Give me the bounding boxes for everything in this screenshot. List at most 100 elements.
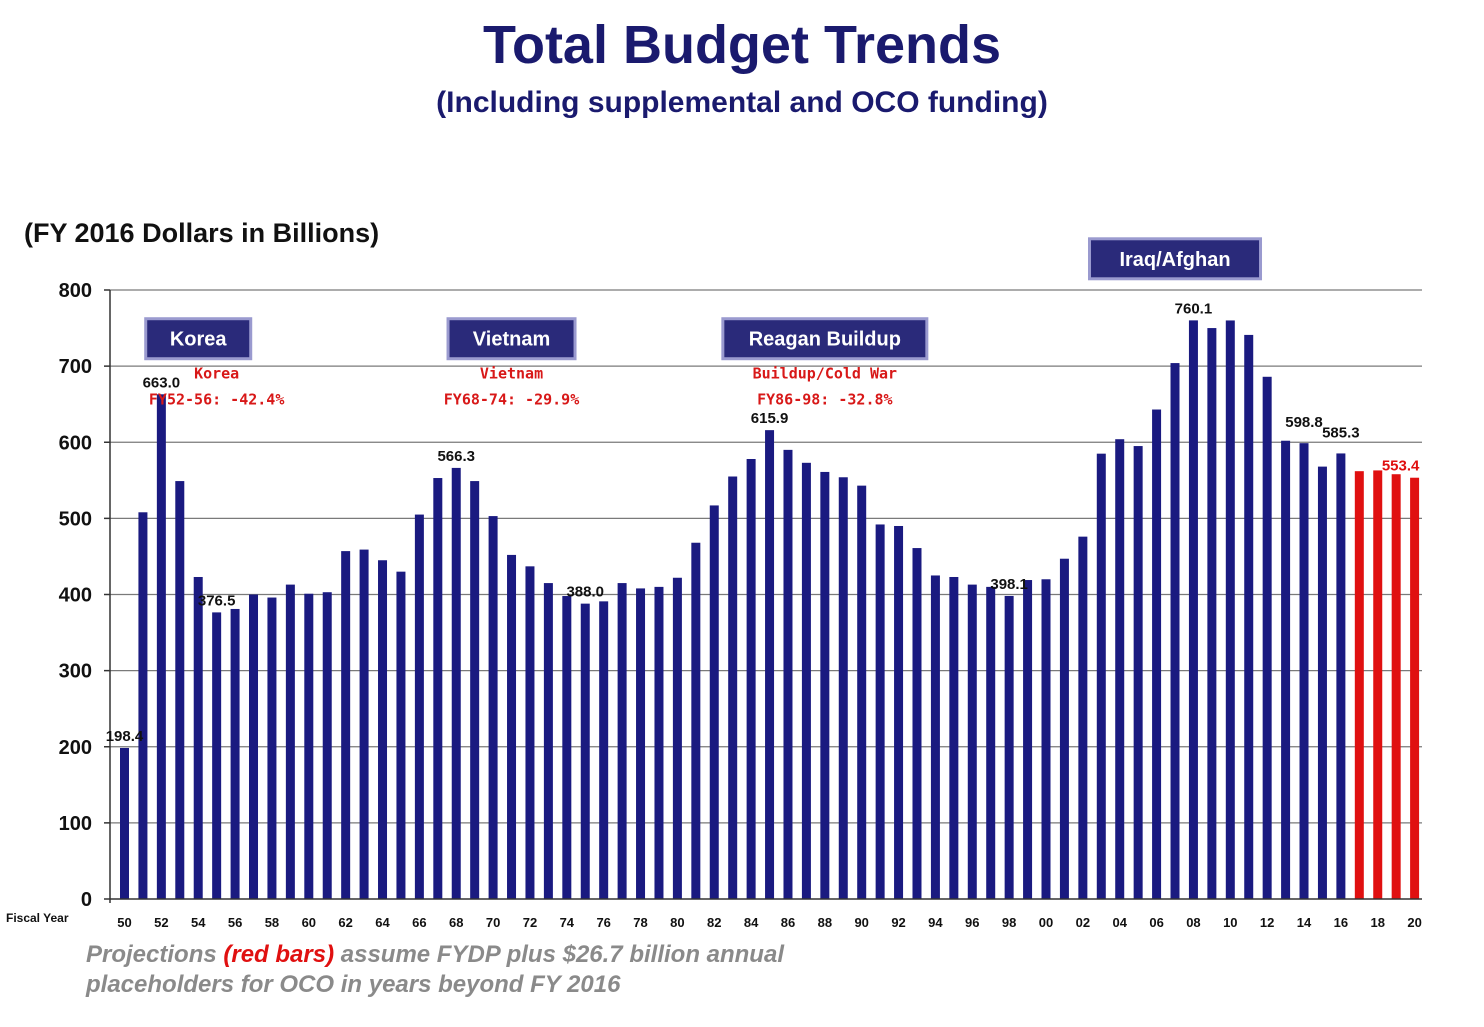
- bar-66: [414, 514, 424, 899]
- x-tick-label: 72: [523, 915, 537, 930]
- footnote-line2: placeholders for OCO in years beyond FY …: [86, 971, 621, 998]
- projection-footnote: Projections (red bars) assume FYDP plus …: [86, 940, 784, 1000]
- x-tick-label: 50: [117, 915, 131, 930]
- value-label: 663.0: [143, 374, 181, 391]
- bar-79: [654, 586, 664, 899]
- bar-03: [1096, 453, 1106, 899]
- y-tick-label: 400: [59, 585, 92, 607]
- bar-62: [341, 551, 351, 899]
- x-tick-label: 18: [1371, 915, 1385, 930]
- value-label: 760.1: [1175, 300, 1213, 317]
- event-label: Reagan Buildup: [749, 329, 901, 351]
- x-tick-label: 16: [1334, 915, 1348, 930]
- x-tick-label: 76: [596, 915, 610, 930]
- event-label: Korea: [170, 329, 228, 351]
- y-tick-label: 500: [59, 508, 92, 530]
- x-tick-label: 12: [1260, 915, 1274, 930]
- x-tick-label: 64: [375, 915, 390, 930]
- bar-09: [1207, 328, 1217, 899]
- bars: [120, 320, 1420, 900]
- bar-07: [1170, 363, 1180, 900]
- bar-19: [1391, 474, 1401, 899]
- x-tick-label: 80: [670, 915, 684, 930]
- bar-50: [120, 747, 129, 899]
- bar-98: [1004, 595, 1014, 899]
- bar-91: [875, 524, 885, 899]
- event-box: [721, 317, 929, 361]
- bar-65: [396, 571, 406, 899]
- bar-57: [249, 594, 259, 899]
- y-axis-units-label: (FY 2016 Dollars in Billions): [24, 218, 380, 248]
- y-tick-label: 300: [59, 661, 92, 683]
- annotation-line: Vietnam: [480, 364, 543, 382]
- value-label: 553.4: [1382, 458, 1420, 475]
- bar-68: [451, 467, 461, 899]
- x-tick-label: 00: [1039, 915, 1053, 930]
- bar-56: [230, 608, 240, 899]
- x-tick-label: 86: [781, 915, 795, 930]
- y-tick-label: 700: [59, 356, 92, 378]
- value-label: 585.3: [1322, 424, 1360, 441]
- bar-86: [783, 449, 793, 899]
- bar-75: [580, 603, 590, 899]
- bar-87: [801, 462, 811, 899]
- bar-20: [1410, 477, 1420, 899]
- bar-69: [470, 481, 480, 899]
- bar-05: [1133, 446, 1143, 899]
- value-label: 376.5: [198, 592, 236, 609]
- bar-80: [672, 577, 682, 899]
- value-label: 388.0: [566, 584, 604, 601]
- x-tick-label: 52: [154, 915, 168, 930]
- bar-51: [138, 512, 148, 899]
- bar-71: [507, 554, 517, 899]
- bar-60: [304, 593, 314, 899]
- footnote-line1-post: assume FYDP plus $26.7 billion annual: [334, 941, 784, 968]
- bar-74: [562, 596, 572, 899]
- bar-10: [1225, 320, 1235, 899]
- bar-88: [820, 471, 830, 899]
- value-label: 198.4: [106, 728, 144, 745]
- bar-72: [525, 566, 535, 899]
- x-tick-label: 02: [1076, 915, 1090, 930]
- bar-08: [1188, 320, 1198, 899]
- x-tick-label: 88: [818, 915, 832, 930]
- red-annotations: Korea FY52-56: -42.4% Vietnam FY68-74: -29.…: [149, 364, 897, 408]
- x-tick-label: 70: [486, 915, 500, 930]
- bar-97: [986, 586, 996, 899]
- x-tick-label: 54: [191, 915, 206, 930]
- bar-82: [709, 505, 719, 899]
- bar-13: [1281, 440, 1291, 899]
- bar-96: [967, 584, 977, 899]
- y-tick-label: 800: [59, 280, 92, 302]
- value-label: 615.9: [751, 410, 789, 427]
- bar-99: [1023, 580, 1033, 899]
- bar-67: [433, 478, 443, 899]
- bar-81: [691, 542, 701, 899]
- y-tick-label: 100: [59, 813, 92, 835]
- bar-73: [543, 583, 553, 899]
- x-tick-label: 74: [560, 915, 575, 930]
- annotation-line: FY52-56: -42.4%: [149, 390, 284, 408]
- bar-16: [1336, 453, 1346, 899]
- x-tick-label: 66: [412, 915, 426, 930]
- bar-06: [1152, 409, 1162, 899]
- bar-04: [1115, 439, 1125, 899]
- x-tick-label: 60: [302, 915, 316, 930]
- event-box: [144, 317, 253, 361]
- bar-14: [1299, 443, 1309, 899]
- x-tick-label: 82: [707, 915, 721, 930]
- x-tick-label: 84: [744, 915, 759, 930]
- bar-17: [1354, 471, 1364, 899]
- x-tick-label: 78: [633, 915, 647, 930]
- x-axis-title: Fiscal Year: [6, 911, 69, 925]
- bar-84: [746, 458, 756, 899]
- x-tick-label: 62: [338, 915, 352, 930]
- footnote-red-bars: (red bars): [223, 941, 335, 968]
- bar-11: [1244, 334, 1254, 899]
- chart-title: Total Budget Trends: [482, 15, 1001, 75]
- x-tick-label: 58: [265, 915, 279, 930]
- bar-00: [1041, 579, 1051, 899]
- bar-63: [359, 549, 369, 899]
- bar-55: [212, 612, 222, 899]
